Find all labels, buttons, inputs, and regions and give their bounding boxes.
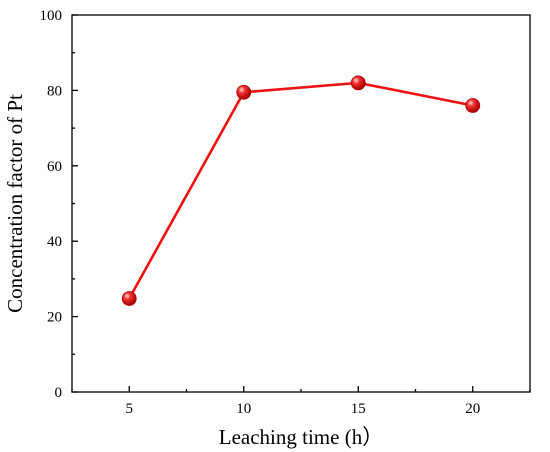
y-tick-label: 40	[47, 234, 62, 250]
x-tick-label: 10	[236, 401, 251, 417]
y-tick-label: 0	[55, 385, 63, 401]
x-axis-ticks: 5 10 15 20	[71, 386, 531, 417]
x-axis-title: Leaching time (h）	[219, 425, 383, 449]
data-point	[350, 75, 366, 91]
data-point	[121, 291, 137, 306]
y-axis-title: Concentration factor of Pt	[3, 94, 27, 313]
y-tick-label: 20	[47, 310, 62, 326]
x-tick-label: 5	[126, 401, 134, 417]
series-layer	[121, 75, 481, 306]
series-line	[128, 81, 474, 300]
data-point	[236, 84, 252, 100]
plot-frame	[71, 14, 531, 393]
y-tick-label: 100	[40, 8, 63, 24]
y-tick-label: 80	[47, 83, 62, 99]
y-tick-label: 60	[47, 159, 62, 175]
x-tick-label: 20	[465, 401, 480, 417]
y-axis-ticks: 0 20 40 60 80 100	[40, 8, 78, 401]
data-point	[465, 98, 481, 113]
x-tick-label: 15	[351, 401, 366, 417]
plot-border	[71, 14, 531, 393]
